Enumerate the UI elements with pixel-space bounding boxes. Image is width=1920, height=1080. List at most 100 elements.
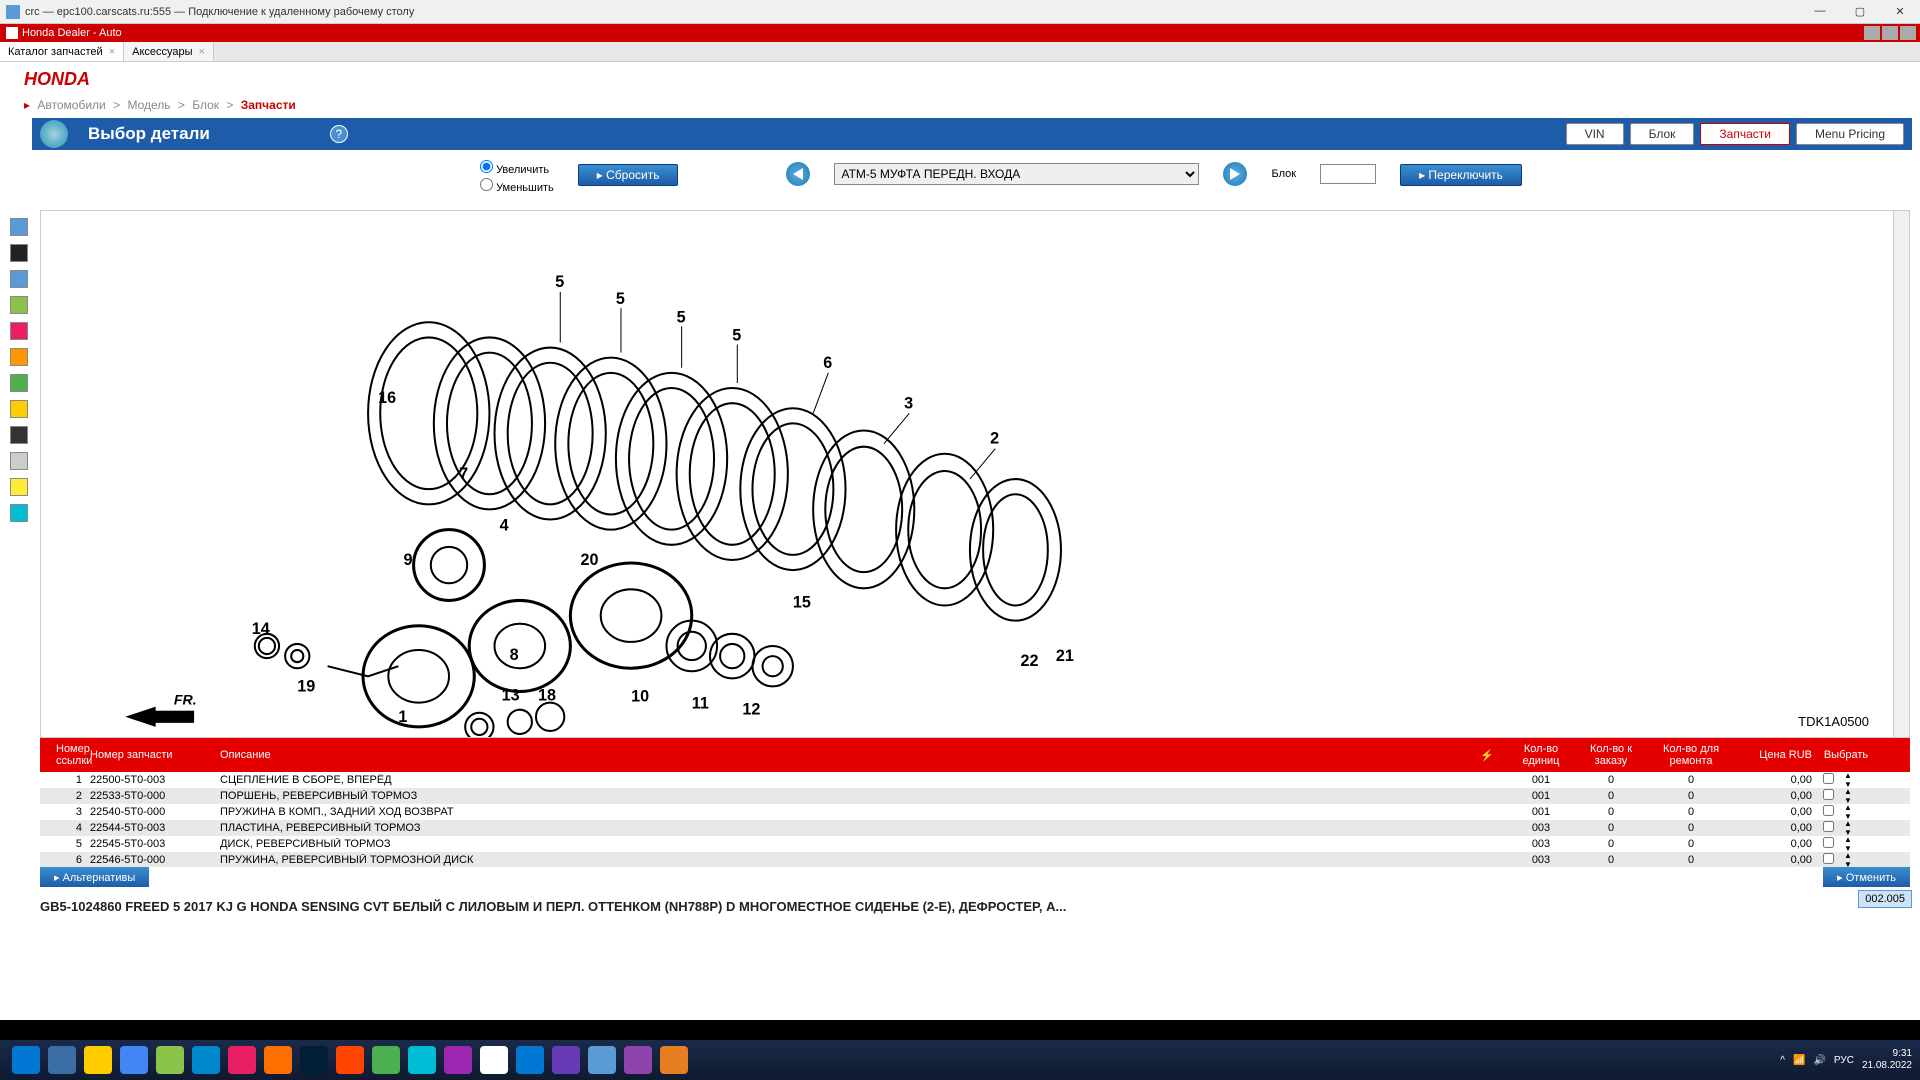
sidebar-tool-icon[interactable] xyxy=(10,426,28,444)
sidebar-tool-icon[interactable] xyxy=(10,400,28,418)
taskbar-app-icon[interactable] xyxy=(624,1046,652,1074)
sidebar-tool-icon[interactable] xyxy=(10,244,28,262)
row-checkbox[interactable] xyxy=(1823,805,1834,816)
taskbar-app-icon[interactable] xyxy=(12,1046,40,1074)
svg-text:15: 15 xyxy=(793,594,811,612)
alternatives-button[interactable]: Альтернативы xyxy=(40,867,149,887)
block-label: Блок xyxy=(1271,168,1296,180)
th-rep[interactable]: Кол-во для ремонта xyxy=(1646,741,1736,769)
next-block-icon[interactable] xyxy=(1223,162,1247,186)
sidebar-tool-icon[interactable] xyxy=(10,270,28,288)
svg-text:13: 13 xyxy=(502,687,520,705)
tray-chevron-icon[interactable]: ^ xyxy=(1780,1055,1785,1066)
taskbar-app-icon[interactable] xyxy=(372,1046,400,1074)
bc-model[interactable]: Модель xyxy=(127,98,170,112)
th-qty[interactable]: Кол-во единиц xyxy=(1506,741,1576,769)
taskbar-app-icon[interactable] xyxy=(516,1046,544,1074)
parts-button[interactable]: Запчасти xyxy=(1700,123,1790,145)
sidebar-tool-icon[interactable] xyxy=(10,348,28,366)
diagram-area[interactable]: 5 5 5 5 6 3 2 16 7 4 9 8 20 15 10 11 12 xyxy=(40,210,1910,738)
app-close-icon[interactable] xyxy=(1900,26,1916,40)
rdp-max-icon[interactable]: ▢ xyxy=(1840,5,1880,18)
reset-button[interactable]: Сбросить xyxy=(578,164,679,186)
diagram-scrollbar[interactable] xyxy=(1893,211,1909,737)
row-checkbox[interactable] xyxy=(1823,821,1834,832)
bc-current: Запчасти xyxy=(241,98,296,112)
block-input[interactable] xyxy=(1320,164,1376,184)
block-button[interactable]: Блок xyxy=(1630,123,1695,145)
tray-clock[interactable]: 9:31 21.08.2022 xyxy=(1862,1048,1912,1072)
taskbar-app-icon[interactable] xyxy=(48,1046,76,1074)
svg-text:22: 22 xyxy=(1021,652,1039,670)
status-line: GB5-1024860 FREED 5 2017 KJ G HONDA SENS… xyxy=(40,899,1910,914)
table-row[interactable]: 422544-5T0-003ПЛАСТИНА, РЕВЕРСИВНЫЙ ТОРМ… xyxy=(40,820,1910,836)
tray-wifi-icon[interactable]: 📶 xyxy=(1793,1055,1805,1066)
th-num[interactable]: Номер ссылки xyxy=(52,741,86,769)
row-checkbox[interactable] xyxy=(1823,773,1834,784)
app-min-icon[interactable] xyxy=(1864,26,1880,40)
diagram-svg: 5 5 5 5 6 3 2 16 7 4 9 8 20 15 10 11 12 xyxy=(41,211,1909,737)
zoom-in-radio[interactable]: Увеличить xyxy=(480,160,554,176)
zoom-out-radio[interactable]: Уменьшить xyxy=(480,178,554,194)
blue-header: Выбор детали ? VIN Блок Запчасти Menu Pr… xyxy=(32,118,1912,150)
table-row[interactable]: 122500-5T0-003СЦЕПЛЕНИЕ В СБОРЕ, ВПЕРЁД0… xyxy=(40,772,1910,788)
vin-button[interactable]: VIN xyxy=(1566,123,1624,145)
taskbar-app-icon[interactable] xyxy=(120,1046,148,1074)
tab-close-icon[interactable]: × xyxy=(199,46,205,58)
svg-text:4: 4 xyxy=(500,517,509,535)
sidebar-tool-icon[interactable] xyxy=(10,374,28,392)
rdp-close-icon[interactable]: ✕ xyxy=(1880,5,1920,18)
app-icon xyxy=(6,27,18,39)
th-part[interactable]: Номер запчасти xyxy=(86,747,216,763)
sidebar-tool-icon[interactable] xyxy=(10,218,28,236)
table-row[interactable]: 222533-5T0-000ПОРШЕНЬ, РЕВЕРСИВНЫЙ ТОРМО… xyxy=(40,788,1910,804)
app-max-icon[interactable] xyxy=(1882,26,1898,40)
tab-accessories[interactable]: Аксессуары × xyxy=(124,42,214,61)
taskbar-app-icon[interactable] xyxy=(300,1046,328,1074)
menu-pricing-button[interactable]: Menu Pricing xyxy=(1796,123,1904,145)
th-sel[interactable]: Выбрать xyxy=(1816,747,1876,763)
taskbar-app-icon[interactable] xyxy=(480,1046,508,1074)
bc-block[interactable]: Блок xyxy=(192,98,219,112)
sidebar-tool-icon[interactable] xyxy=(10,296,28,314)
globe-icon[interactable] xyxy=(40,120,68,148)
row-checkbox[interactable] xyxy=(1823,837,1834,848)
taskbar-app-icon[interactable] xyxy=(588,1046,616,1074)
taskbar-app-icon[interactable] xyxy=(84,1046,112,1074)
taskbar-app-icon[interactable] xyxy=(228,1046,256,1074)
taskbar-app-icon[interactable] xyxy=(336,1046,364,1074)
table-row[interactable]: 622546-5T0-000ПРУЖИНА, РЕВЕРСИВНЫЙ ТОРМО… xyxy=(40,852,1910,867)
prev-block-icon[interactable] xyxy=(786,162,810,186)
taskbar-app-icon[interactable] xyxy=(444,1046,472,1074)
block-select[interactable]: ATM-5 МУФТА ПЕРЕДН. ВХОДА xyxy=(834,163,1199,185)
row-checkbox[interactable] xyxy=(1823,789,1834,800)
taskbar-app-icon[interactable] xyxy=(408,1046,436,1074)
th-ord[interactable]: Кол-во к заказу xyxy=(1576,741,1646,769)
sidebar-tool-icon[interactable] xyxy=(10,452,28,470)
taskbar-app-icon[interactable] xyxy=(156,1046,184,1074)
th-price[interactable]: Цена RUB xyxy=(1736,747,1816,763)
rdp-min-icon[interactable]: — xyxy=(1800,5,1840,18)
cancel-button[interactable]: Отменить xyxy=(1823,867,1910,887)
row-checkbox[interactable] xyxy=(1823,853,1834,864)
taskbar-app-icon[interactable] xyxy=(192,1046,220,1074)
bc-cars[interactable]: Автомобили xyxy=(37,98,105,112)
tray-volume-icon[interactable]: 🔊 xyxy=(1813,1055,1825,1066)
toolbar: Увеличить Уменьшить Сбросить ATM-5 МУФТА… xyxy=(40,160,1912,210)
taskbar-app-icon[interactable] xyxy=(264,1046,292,1074)
icon-strip xyxy=(10,218,30,522)
sidebar-tool-icon[interactable] xyxy=(10,478,28,496)
table-row[interactable]: 522545-5T0-003ДИСК, РЕВЕРСИВНЫЙ ТОРМОЗ00… xyxy=(40,836,1910,852)
sidebar-tool-icon[interactable] xyxy=(10,504,28,522)
help-icon[interactable]: ? xyxy=(330,125,348,143)
taskbar-app-icon[interactable] xyxy=(552,1046,580,1074)
switch-button[interactable]: Переключить xyxy=(1400,164,1522,186)
table-row[interactable]: 322540-5T0-000ПРУЖИНА В КОМП., ЗАДНИЙ ХО… xyxy=(40,804,1910,820)
tab-close-icon[interactable]: × xyxy=(109,46,115,58)
tray-lang-icon[interactable]: РУС xyxy=(1834,1055,1854,1066)
svg-text:7: 7 xyxy=(459,465,468,483)
sidebar-tool-icon[interactable] xyxy=(10,322,28,340)
taskbar-app-icon[interactable] xyxy=(660,1046,688,1074)
th-desc[interactable]: Описание xyxy=(216,747,1476,763)
tab-catalog[interactable]: Каталог запчастей × xyxy=(0,42,124,61)
